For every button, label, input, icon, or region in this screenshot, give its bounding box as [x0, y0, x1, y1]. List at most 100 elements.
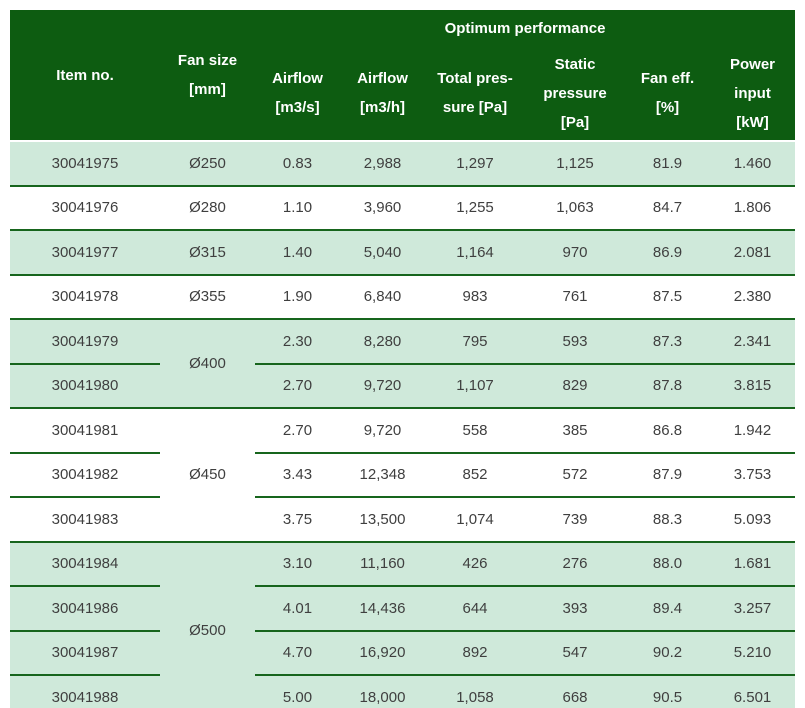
value-cell: 393	[525, 585, 625, 631]
value-cell: 1.681	[710, 540, 795, 586]
item-no-cell: 30041975	[10, 140, 160, 186]
header-label-line: Static	[554, 55, 596, 73]
col-header-airflow-m3s: Airflow [m3/s]	[255, 46, 340, 141]
value-cell: 87.3	[625, 318, 710, 364]
value-cell: 2.30	[255, 318, 340, 364]
fan-size-cell: Ø355	[160, 273, 255, 319]
fan-size-cell: Ø500	[160, 540, 255, 708]
value-cell: 593	[525, 318, 625, 364]
table-row: 30041984 Ø500 3.10 11,160 426 276 88.0 1.681	[10, 540, 795, 708]
value-cell: 1.40	[255, 229, 340, 275]
value-cell: 3.753	[710, 451, 795, 497]
value-cell: 0.83	[255, 140, 340, 186]
item-no-cell: 30041984	[10, 540, 160, 586]
value-cell: 983	[425, 273, 525, 319]
value-cell: 81.9	[625, 140, 710, 186]
value-cell: 87.8	[625, 362, 710, 408]
value-cell: 90.5	[625, 674, 710, 708]
value-cell: 88.0	[625, 540, 710, 586]
value-cell: 2.70	[255, 362, 340, 408]
item-no-cell: 30041977	[10, 229, 160, 275]
col-header-item-no: Item no.	[10, 10, 160, 141]
col-header-airflow-m3h: Airflow [m3/h]	[340, 46, 425, 141]
value-cell: 1.806	[710, 184, 795, 230]
table-row: 30041983 3.75 13,500 1,074 739 88.3 5.093	[10, 496, 795, 542]
fan-size-cell: Ø280	[160, 184, 255, 230]
table-row: 30041979 Ø400 2.30 8,280 795 593 87.3 2.341	[10, 318, 795, 408]
value-cell: 572	[525, 451, 625, 497]
value-cell: 547	[525, 629, 625, 675]
header-label-line: Fan eff.	[640, 70, 695, 87]
header-label-line: Total pres-	[437, 70, 513, 87]
value-cell: 3.75	[255, 496, 340, 542]
header-label-line: Airflow	[357, 70, 408, 87]
value-cell: 385	[525, 407, 625, 453]
value-cell: 16,920	[340, 629, 425, 675]
value-cell: 761	[525, 273, 625, 319]
table-row: 30041982 3.43 12,348 852 572 87.9 3.753	[10, 451, 795, 497]
header-row-top: Item no. Fan size [mm] Optimum performance	[10, 10, 795, 141]
value-cell: 87.9	[625, 451, 710, 497]
header-label-line: [Pa]	[560, 113, 590, 131]
item-no-cell: 30041982	[10, 451, 160, 497]
table-row: 30041975 Ø250 0.83 2,988 1,297 1,125 81.9 1.460	[10, 140, 795, 186]
fan-size-cell: Ø315	[160, 229, 255, 275]
value-cell: 14,436	[340, 585, 425, 631]
header-label-line: [%]	[655, 99, 680, 116]
value-cell: 1,255	[425, 184, 525, 230]
table-row: 30041977 Ø315 1.40 5,040 1,164 970 86.9 2.081	[10, 229, 795, 275]
col-header-static-pressure: Static pressure [Pa]	[525, 46, 625, 141]
header-label-line: Airflow	[272, 70, 323, 87]
value-cell: 88.3	[625, 496, 710, 542]
col-header-total-pressure: Total pres-sure [Pa]	[425, 46, 525, 141]
optimum-performance-header: Optimum performance	[255, 10, 795, 46]
value-cell: 2.380	[710, 273, 795, 319]
header-label-line: [kW]	[736, 113, 769, 131]
item-no-cell: 30041978	[10, 273, 160, 319]
item-no-cell: 30041976	[10, 184, 160, 230]
col-header-fan-size: Fan size [mm]	[160, 10, 255, 141]
header-label-line: [m3/h]	[360, 99, 405, 116]
header-label-line: Fan size	[177, 52, 238, 69]
value-cell: 1,107	[425, 362, 525, 408]
item-no-cell: 30041981	[10, 407, 160, 453]
fan-size-cell: Ø450	[160, 407, 255, 542]
table-row: 30041976 Ø280 1.10 3,960 1,255 1,063 84.7 1.806	[10, 184, 795, 230]
item-no-cell: 30041983	[10, 496, 160, 542]
value-cell: 9,720	[340, 407, 425, 453]
header-label-line: pressure	[543, 84, 607, 102]
value-cell: 6,840	[340, 273, 425, 319]
value-cell: 1.90	[255, 273, 340, 319]
value-cell: 1.460	[710, 140, 795, 186]
value-cell: 84.7	[625, 184, 710, 230]
header-row-columns: Airflow [m3/s] Airflow [m3/h] Total pres-sur…	[10, 46, 795, 141]
value-cell: 89.4	[625, 585, 710, 631]
value-cell: 4.70	[255, 629, 340, 675]
item-no-cell: 30041987	[10, 629, 160, 675]
value-cell: 87.5	[625, 273, 710, 319]
header-label-line: input	[734, 84, 771, 102]
value-cell: 13,500	[340, 496, 425, 542]
fan-performance-table: Item no. Fan size [mm] Optimum performance A…	[10, 10, 795, 708]
value-cell: 1,297	[425, 140, 525, 186]
col-header-power-input: Power input [kW]	[710, 46, 795, 141]
table-body: 30041975 Ø250 0.83 2,988 1,297 1,125 81.9 1.460…	[10, 140, 795, 708]
value-cell: 3.43	[255, 451, 340, 497]
value-cell: 1,058	[425, 674, 525, 708]
table-header: Item no. Fan size [mm] Optimum performance A…	[10, 10, 795, 141]
col-header-fan-eff: Fan eff. [%]	[625, 46, 710, 141]
value-cell: 18,000	[340, 674, 425, 708]
value-cell: 5,040	[340, 229, 425, 275]
value-cell: 3,960	[340, 184, 425, 230]
value-cell: 2,988	[340, 140, 425, 186]
value-cell: 2.081	[710, 229, 795, 275]
value-cell: 852	[425, 451, 525, 497]
header-label-line: [m3/s]	[275, 99, 320, 116]
value-cell: 426	[425, 540, 525, 586]
item-no-cell: 30041979	[10, 318, 160, 364]
value-cell: 892	[425, 629, 525, 675]
value-cell: 3.10	[255, 540, 340, 586]
value-cell: 90.2	[625, 629, 710, 675]
value-cell: 8,280	[340, 318, 425, 364]
value-cell: 739	[525, 496, 625, 542]
